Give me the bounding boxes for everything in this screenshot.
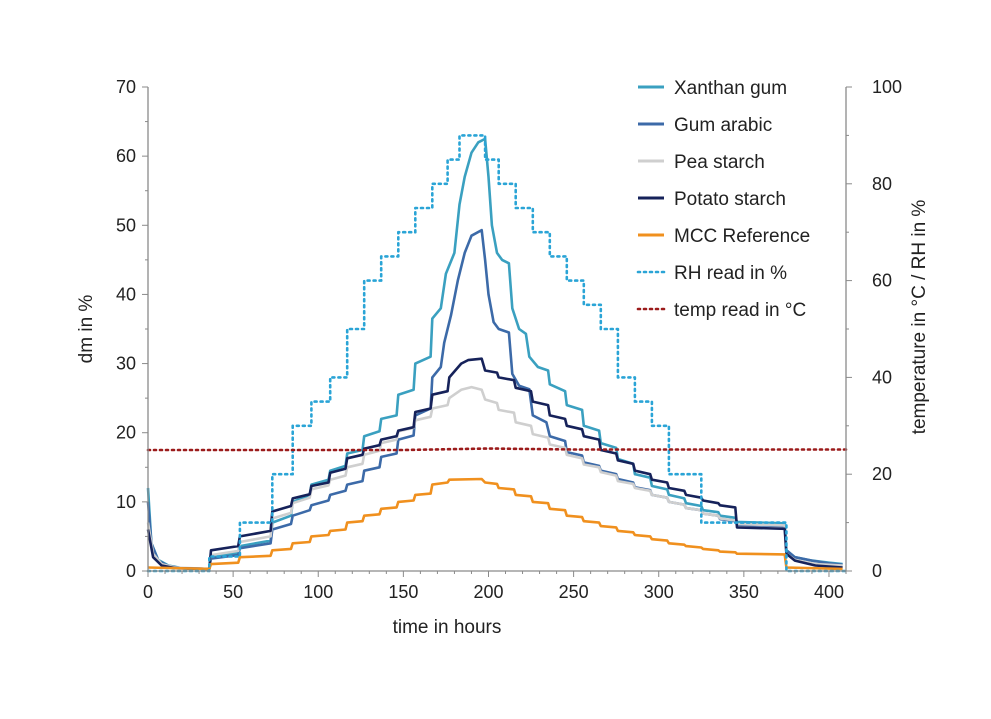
x-tick-label: 400 (814, 582, 844, 602)
legend-label: MCC Reference (674, 226, 810, 247)
legend-label: Xanthan gum (674, 78, 787, 99)
x-tick-label: 250 (559, 582, 589, 602)
y-tick-label: 10 (116, 492, 136, 512)
x-axis-title: time in hours (393, 617, 502, 638)
ticks-layer: 0 50 100 150 200 250 300 350 400 0 10 20 30 40 50 60 70 0… (116, 77, 902, 602)
series-line-mcc-reference (147, 477, 843, 571)
legend-label: Potato starch (674, 189, 786, 210)
x-tick-label: 350 (729, 582, 759, 602)
y-tick-label: 30 (116, 354, 136, 374)
y-tick-label: 20 (116, 423, 136, 443)
y-axis-title: dm in % (76, 295, 97, 364)
legend-label: Pea starch (674, 152, 765, 173)
series-line-xanthan-gum (146, 137, 843, 571)
series-line-pea-starch (146, 385, 843, 571)
x-tick-label: 0 (143, 582, 153, 602)
legend-label: temp read in °C (674, 300, 806, 321)
x-tick-label: 50 (223, 582, 243, 602)
y-tick-label: 70 (116, 77, 136, 97)
y-tick-label: 40 (116, 284, 136, 304)
y2-tick-label: 40 (872, 367, 892, 387)
y2-tick-label: 0 (872, 561, 882, 581)
legend-label: RH read in % (674, 263, 787, 284)
y2-axis-title: temperature in °C / RH in % (909, 200, 930, 435)
y2-tick-label: 60 (872, 271, 892, 291)
legend: Xanthan gum Gum arabic Pea starch Potato st… (636, 78, 810, 321)
y2-tick-label: 80 (872, 174, 892, 194)
y2-tick-label: 20 (872, 464, 892, 484)
x-tick-label: 150 (388, 582, 418, 602)
y-tick-label: 0 (126, 561, 136, 581)
x-tick-label: 300 (644, 582, 674, 602)
y2-tick-label: 100 (872, 77, 902, 97)
series-line-potato-starch (146, 357, 843, 571)
y-tick-label: 60 (116, 146, 136, 166)
series-layer (146, 134, 848, 573)
legend-label: Gum arabic (674, 115, 772, 136)
series-line-temp-read-in-c (146, 447, 848, 452)
y-tick-label: 50 (116, 215, 136, 235)
x-tick-label: 100 (303, 582, 333, 602)
series-line-rh-read-in (146, 134, 848, 573)
x-tick-label: 200 (473, 582, 503, 602)
